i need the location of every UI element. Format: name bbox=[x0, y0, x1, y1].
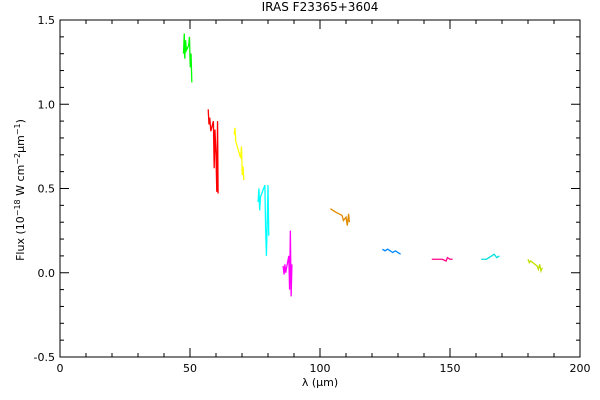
y-tick-label: 0.5 bbox=[38, 183, 56, 196]
y-axis-label-part: W cm bbox=[14, 165, 27, 200]
y-tick-label: 1.5 bbox=[38, 14, 56, 27]
y-tick-label: 1.0 bbox=[38, 98, 56, 111]
y-axis-label: Flux (10−18 W cm−2μm−1) bbox=[13, 119, 28, 261]
spectrum-segment bbox=[431, 256, 453, 262]
spectrum-segment bbox=[182, 33, 193, 83]
y-axis-label-part: −2 bbox=[13, 153, 22, 165]
spectrum-segment bbox=[207, 109, 219, 194]
y-axis-label-part: −1 bbox=[13, 123, 22, 135]
x-axis-label: λ (μm) bbox=[302, 376, 338, 389]
spectrum-segment bbox=[233, 127, 245, 181]
spectrum-segment bbox=[382, 248, 401, 255]
y-axis-label-part: μm bbox=[14, 135, 27, 153]
x-tick-label: 100 bbox=[310, 362, 331, 375]
y-tick-label: 0.0 bbox=[38, 267, 56, 280]
x-tick-label: 50 bbox=[183, 362, 197, 375]
y-axis-label-part: ) bbox=[14, 119, 27, 123]
spectrum-segment bbox=[257, 184, 270, 256]
y-axis-label-part: Flux (10 bbox=[14, 216, 27, 261]
spectrum-segment bbox=[330, 208, 351, 226]
spectrum-segment bbox=[481, 253, 500, 260]
spectrum-segment bbox=[527, 259, 543, 274]
y-axis-label-part: −18 bbox=[13, 199, 22, 216]
chart-title: IRAS F23365+3604 bbox=[262, 0, 379, 14]
spectrum-segment bbox=[282, 230, 293, 297]
x-tick-label: 150 bbox=[440, 362, 461, 375]
y-tick-label: -0.5 bbox=[34, 351, 55, 364]
x-tick-label: 0 bbox=[57, 362, 64, 375]
x-tick-label: 200 bbox=[570, 362, 591, 375]
